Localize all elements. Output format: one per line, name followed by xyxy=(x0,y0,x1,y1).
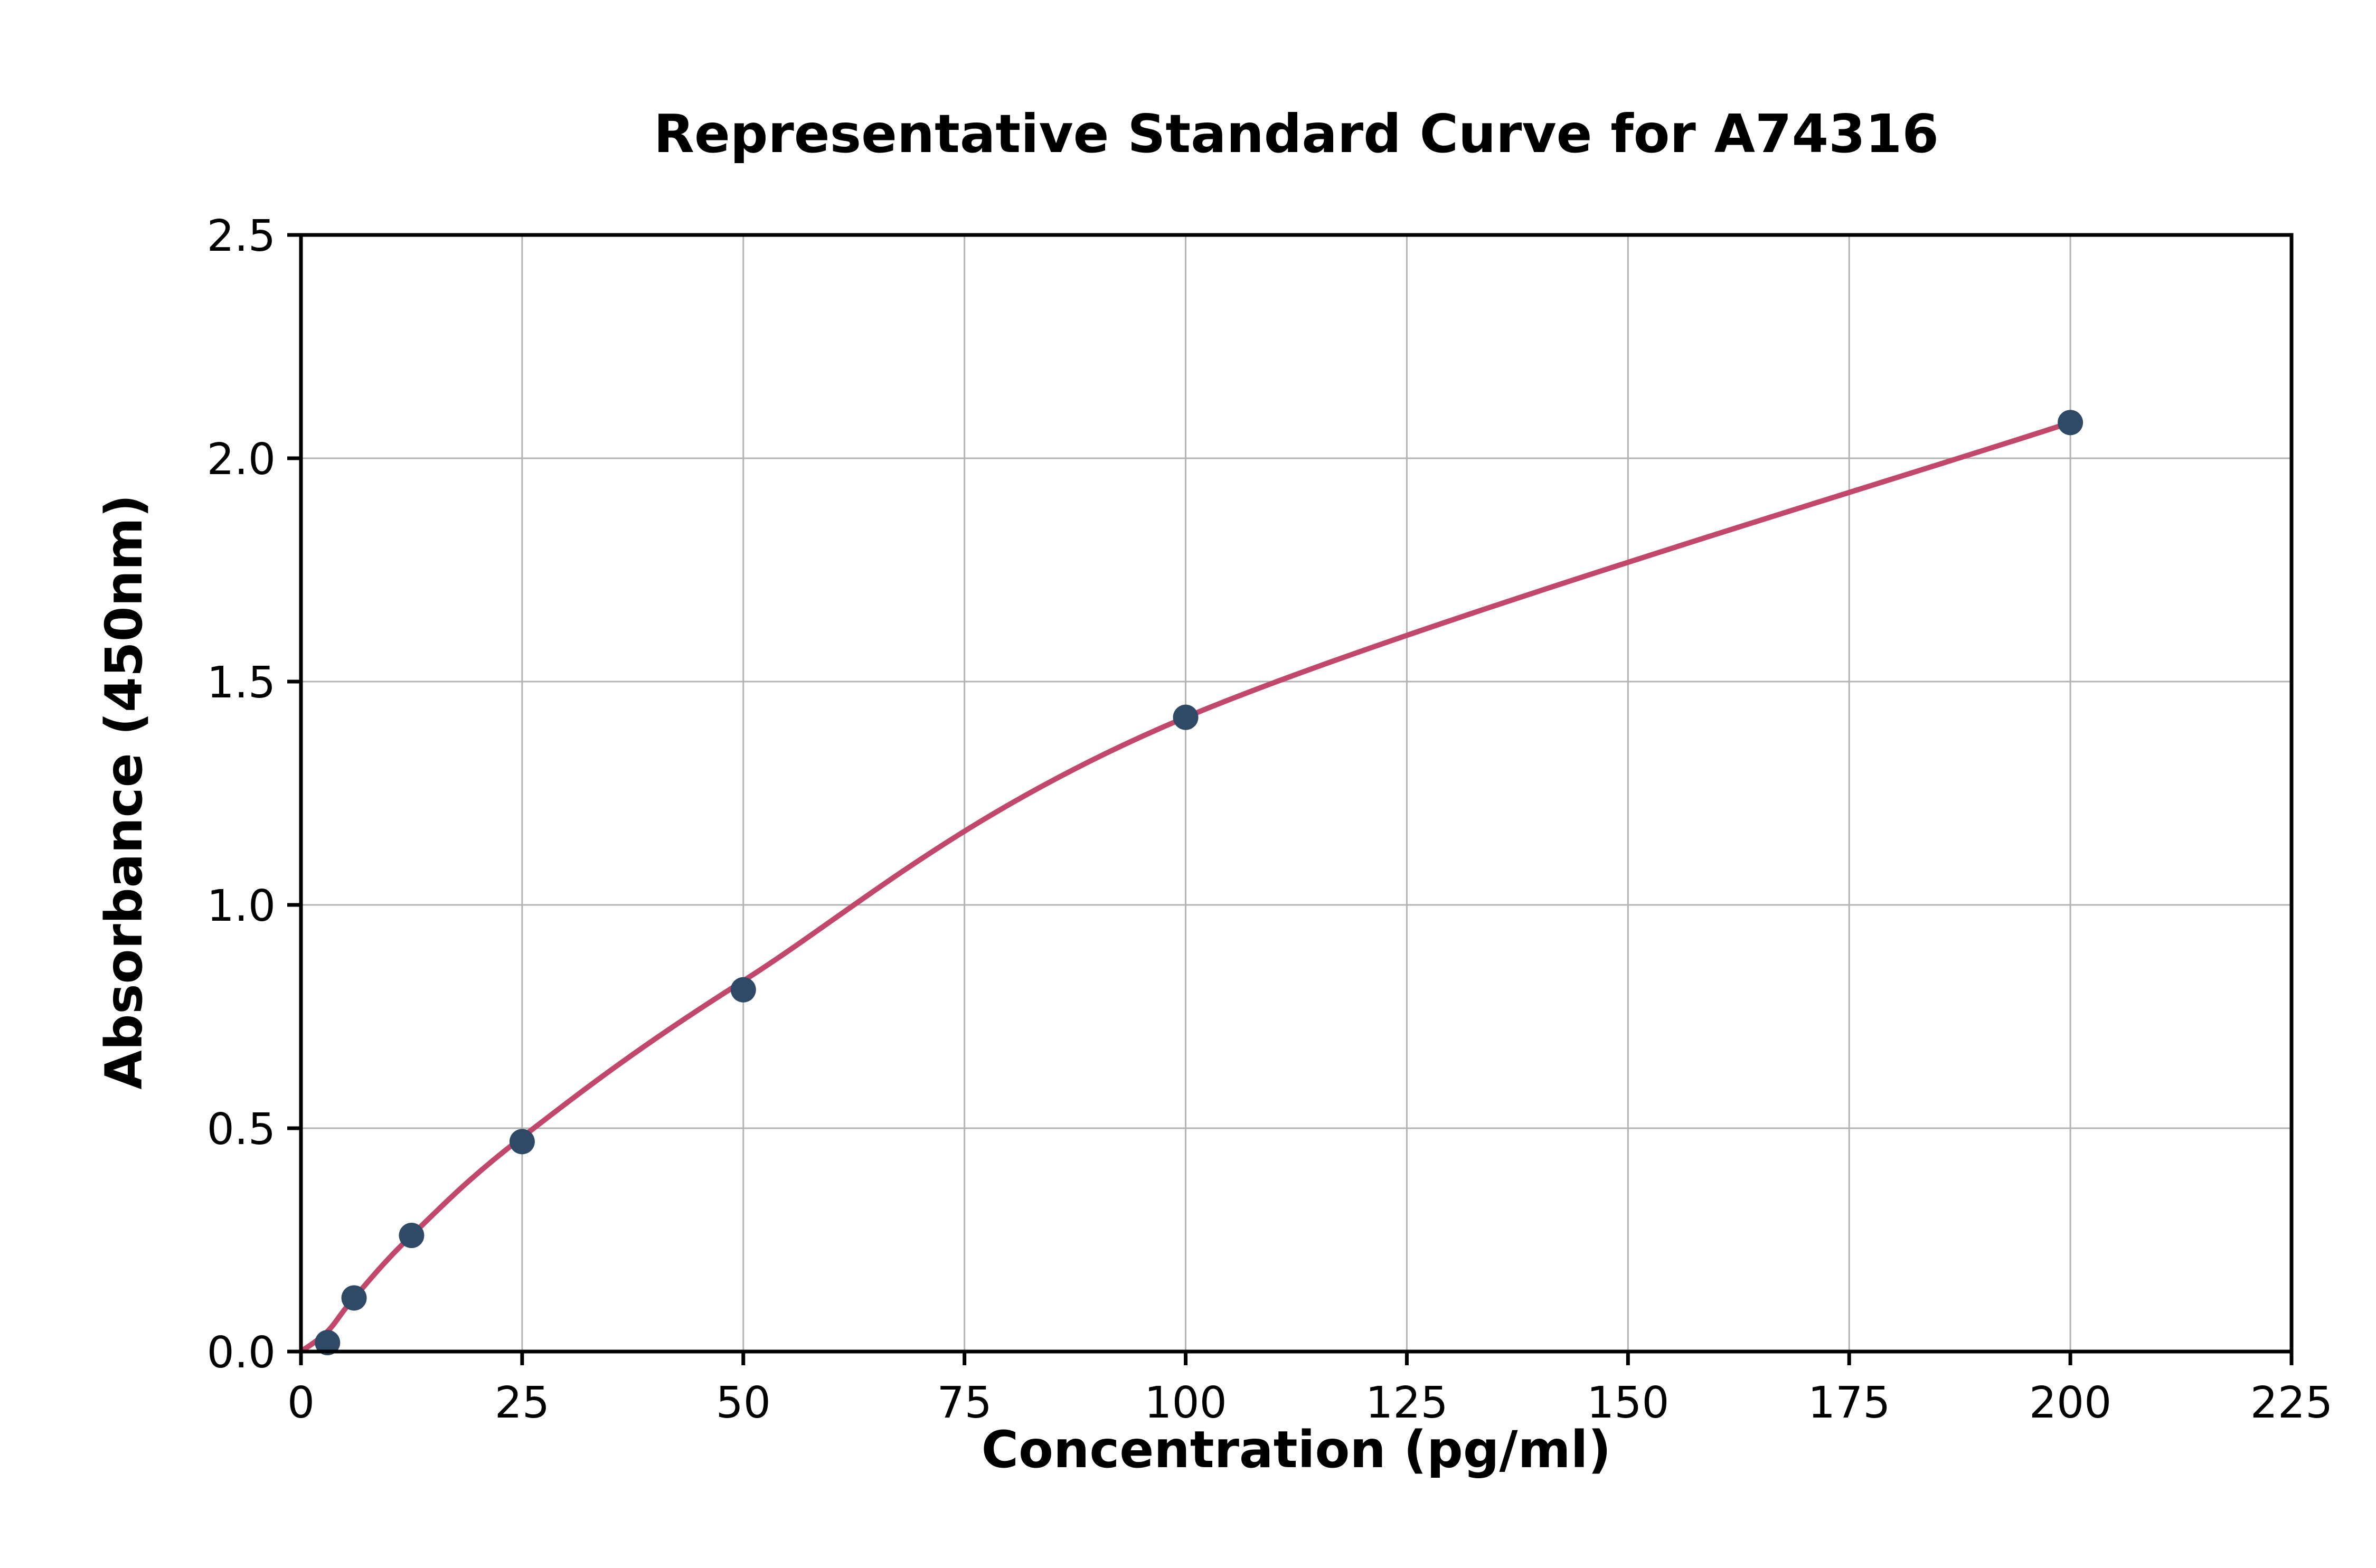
x-tick-label: 125 xyxy=(1365,1378,1448,1428)
chart-title: Representative Standard Curve for A74316 xyxy=(654,103,1939,165)
data-point xyxy=(509,1129,535,1155)
data-point xyxy=(399,1223,425,1249)
x-tick-label: 75 xyxy=(937,1378,992,1428)
x-tick-label: 25 xyxy=(495,1378,550,1428)
y-tick-label: 0.0 xyxy=(207,1328,276,1378)
axes-border xyxy=(299,233,2294,1354)
x-tick-label: 225 xyxy=(2250,1378,2333,1428)
y-tick-label: 2.5 xyxy=(207,211,276,261)
data-point xyxy=(315,1330,341,1356)
y-tick-label: 1.0 xyxy=(207,881,276,931)
data-point xyxy=(730,977,756,1003)
y-tick-label: 1.5 xyxy=(207,658,276,708)
x-tick-label: 0 xyxy=(287,1378,315,1428)
x-tick-label: 100 xyxy=(1144,1378,1227,1428)
x-tick-label: 200 xyxy=(2029,1378,2112,1428)
x-tick-label: 175 xyxy=(1808,1378,1891,1428)
x-tick-label: 50 xyxy=(716,1378,771,1428)
x-tick-label: 150 xyxy=(1587,1378,1670,1428)
data-point xyxy=(341,1285,367,1311)
x-axis-label: Concentration (pg/ml) xyxy=(981,1420,1611,1479)
data-point xyxy=(2058,410,2083,436)
data-point xyxy=(1173,704,1199,730)
y-tick-label: 2.0 xyxy=(207,434,276,485)
y-tick-label: 0.5 xyxy=(207,1104,276,1155)
